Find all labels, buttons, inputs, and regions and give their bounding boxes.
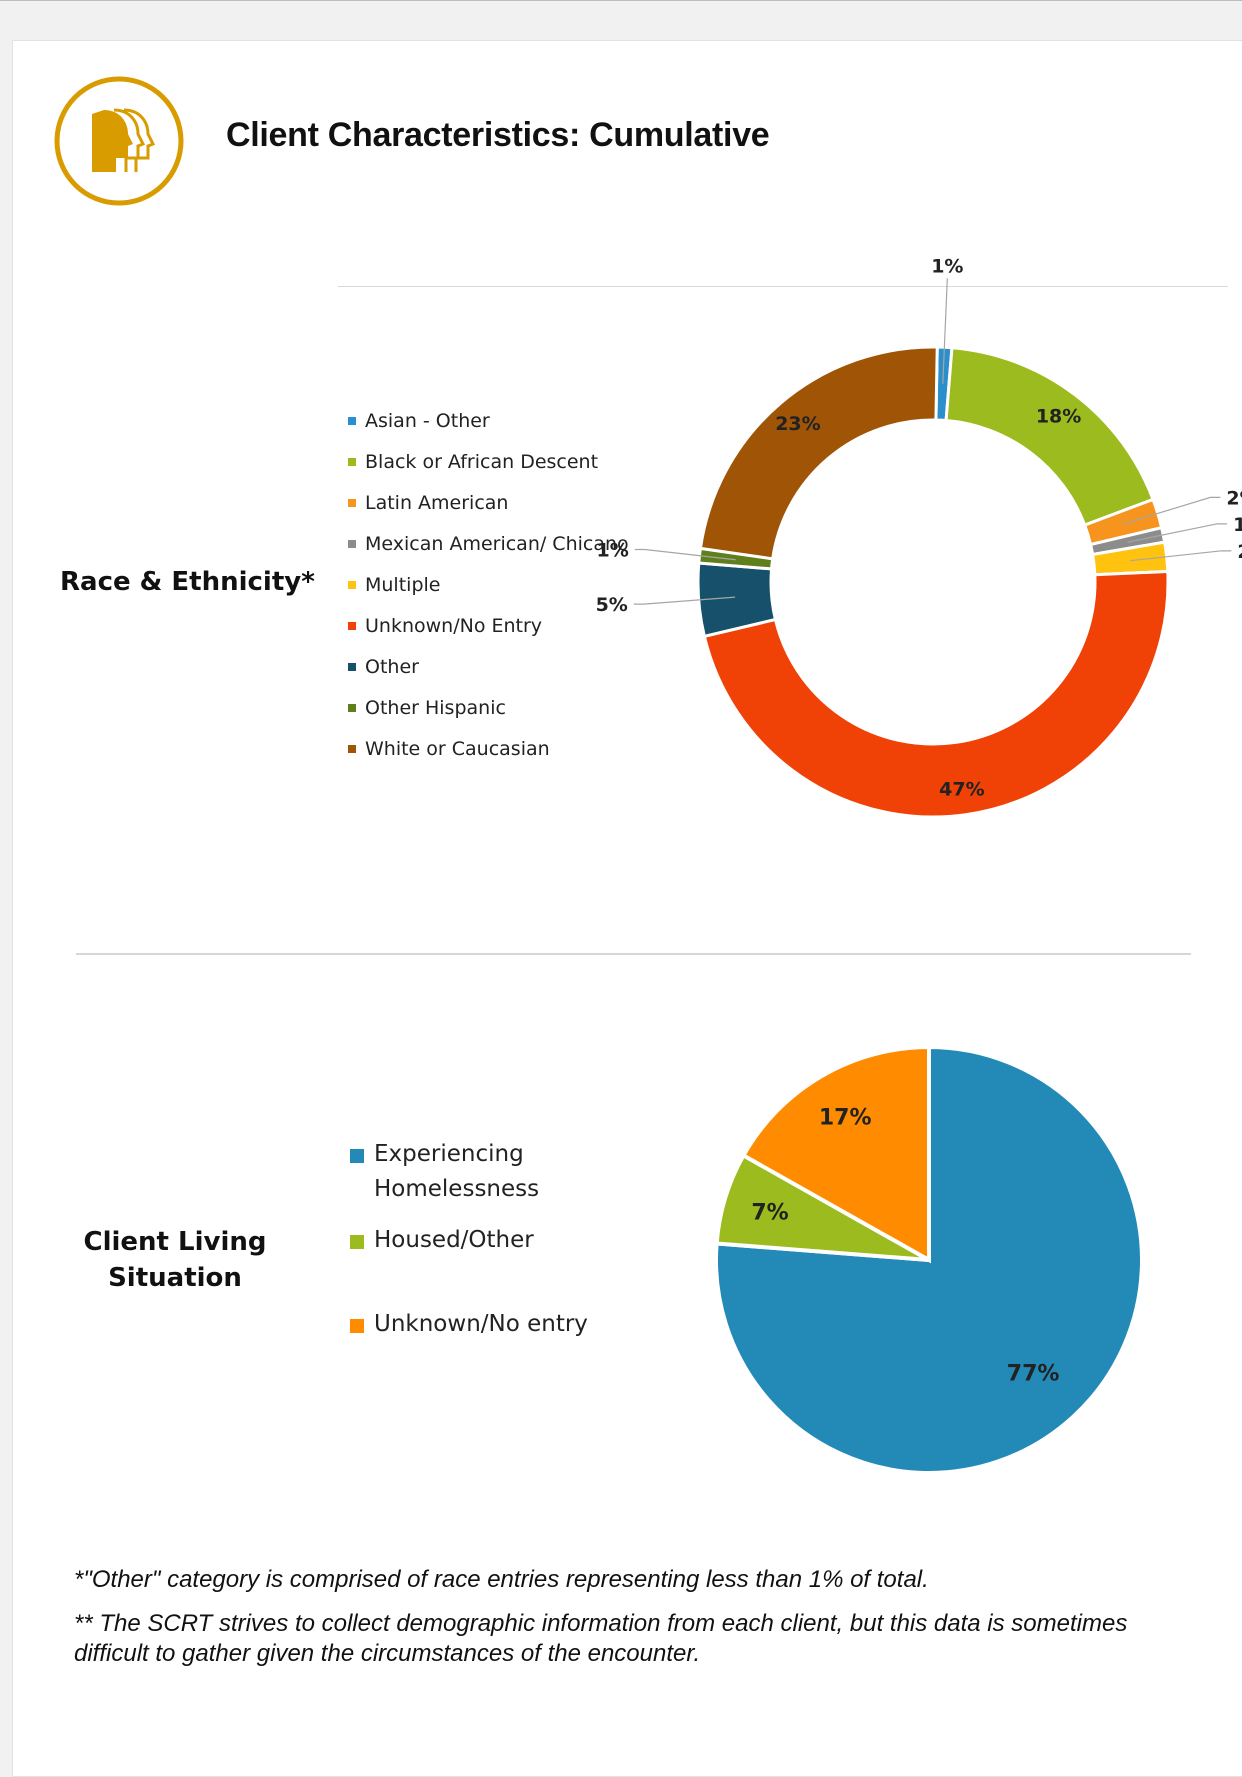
- leader-line: [633, 596, 736, 605]
- legend-swatch: [348, 745, 356, 753]
- race-legend-item-white-or-caucasian: White or Caucasian: [348, 733, 629, 774]
- legend-swatch: [348, 663, 356, 671]
- donut-data-label: 2%: [1226, 487, 1242, 509]
- legend-label: Unknown/No Entry: [365, 615, 543, 637]
- donut-data-label: 5%: [596, 594, 628, 616]
- legend-swatch: [348, 704, 356, 712]
- legend-label: White or Caucasian: [365, 738, 550, 760]
- race-legend-item-mexican-american-chicano: Mexican American/ Chicano: [348, 528, 629, 569]
- page-title: Client Characteristics: Cumulative: [226, 116, 770, 154]
- legend-swatch: [350, 1235, 364, 1249]
- living-pie-chart: 77% 7% 17%: [714, 1044, 1144, 1475]
- people-profiles-icon: [54, 76, 184, 206]
- legend-swatch: [348, 417, 356, 425]
- top-border: [0, 0, 1242, 1]
- living-legend: Experiencing Homelessness Housed/Other Unk…: [350, 1137, 604, 1342]
- donut-data-label: 47%: [939, 778, 984, 800]
- race-legend-item-black-or-african-descent: Black or African Descent: [348, 446, 629, 487]
- donut-data-label: 1%: [931, 255, 963, 277]
- footnote-other: *"Other" category is comprised of race e…: [74, 1566, 929, 1593]
- report-card: [12, 40, 1242, 1777]
- pie-data-label: 77%: [1007, 1362, 1060, 1387]
- legend-swatch: [348, 458, 356, 466]
- legend-label: Asian - Other: [365, 410, 490, 432]
- legend-label: Housed/Other: [374, 1227, 534, 1253]
- legend-swatch: [350, 1149, 364, 1163]
- donut-data-label: 18%: [1036, 406, 1081, 428]
- legend-label: Experiencing Homelessness: [374, 1141, 540, 1202]
- donut-data-label: 1%: [1233, 514, 1242, 536]
- legend-label: Other: [365, 656, 419, 678]
- race-legend-item-other-hispanic: Other Hispanic: [348, 692, 629, 733]
- legend-swatch: [348, 581, 356, 589]
- donut-data-label: 1%: [597, 540, 629, 562]
- donut-slice-unknown-no-entry: [702, 569, 1170, 819]
- pie-slice-unknown-no-entry: [740, 1044, 931, 1264]
- legend-swatch: [348, 540, 356, 548]
- section-divider: [338, 286, 1228, 287]
- race-legend-item-unknown-no-entry: Unknown/No Entry: [348, 610, 629, 651]
- legend-label: Multiple: [365, 574, 441, 596]
- race-ethnicity-label: Race & Ethnicity*: [60, 567, 315, 597]
- footnote-scrt: ** The SCRT strives to collect demograph…: [74, 1610, 1128, 1667]
- legend-label: Unknown/No entry: [374, 1311, 588, 1337]
- legend-label: Mexican American/ Chicano: [365, 533, 629, 555]
- pie-data-label: 7%: [751, 1201, 788, 1226]
- leader-line: [634, 548, 736, 561]
- client-living-situation-label: Client Living Situation: [83, 1227, 267, 1293]
- donut-data-label: 2%: [1237, 541, 1242, 563]
- legend-swatch: [350, 1319, 364, 1333]
- legend-label: Latin American: [365, 492, 509, 514]
- donut-slice-white-or-caucasian: [698, 345, 939, 561]
- pie-slice-experiencing-homelessness: [714, 1044, 1144, 1475]
- race-donut-chart: 1% 18% 2% 1% 2% 47% 5% 1% 23%: [596, 255, 1242, 819]
- legend-swatch: [348, 499, 356, 507]
- living-legend-item-unknown-no-entry: Unknown/No entry: [350, 1307, 604, 1342]
- donut-slice-black-or-african-descent: [944, 346, 1155, 528]
- footnotes: *"Other" category is comprised of race e…: [74, 1565, 1194, 1683]
- legend-label: Other Hispanic: [365, 697, 506, 719]
- pie-data-label: 17%: [819, 1106, 872, 1131]
- leader-line: [942, 278, 948, 384]
- donut-data-label: 23%: [775, 413, 820, 435]
- leader-line: [1130, 550, 1232, 562]
- race-legend-item-multiple: Multiple: [348, 569, 629, 610]
- race-legend: Asian - Other Black or African Descent Lat…: [348, 405, 629, 774]
- race-legend-item-other: Other: [348, 651, 629, 692]
- living-legend-item-experiencing-homelessness: Experiencing Homelessness: [350, 1137, 604, 1223]
- leader-line: [1122, 496, 1221, 525]
- race-legend-item-latin-american: Latin American: [348, 487, 629, 528]
- legend-swatch: [348, 622, 356, 630]
- section-divider: [76, 953, 1191, 955]
- race-legend-item-asian-other: Asian - Other: [348, 405, 629, 446]
- living-legend-item-housed-other: Housed/Other: [350, 1223, 604, 1307]
- legend-label: Black or African Descent: [365, 451, 599, 473]
- leader-line: [1127, 523, 1228, 543]
